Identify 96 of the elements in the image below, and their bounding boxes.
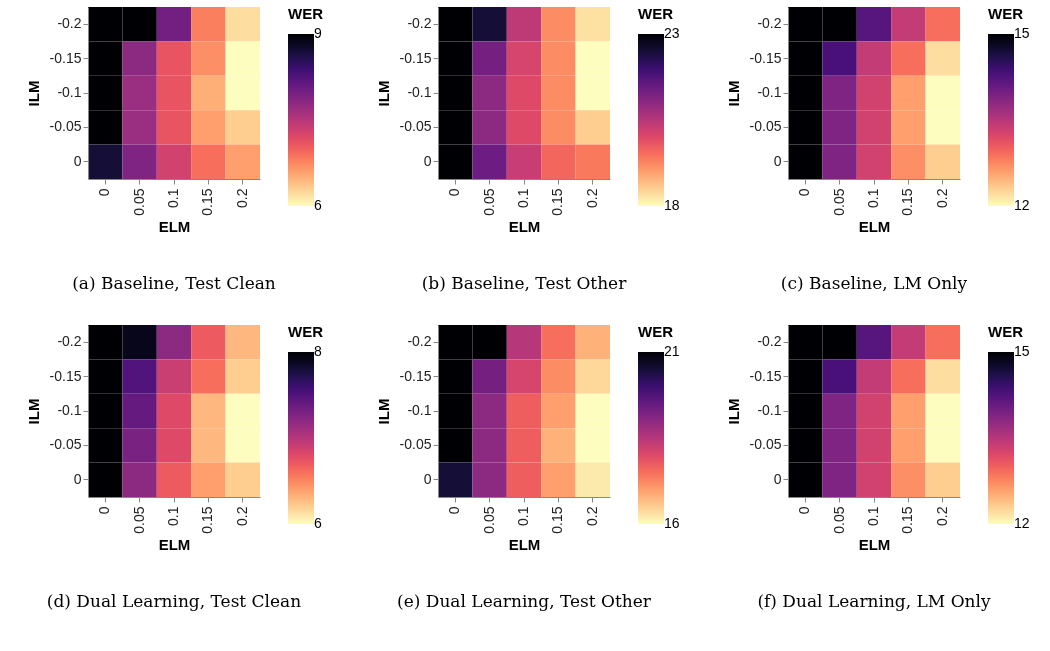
- x-axis-title: ELM: [858, 217, 891, 235]
- y-axis-title: ILM: [24, 398, 42, 425]
- x-tick-label: 0.15: [549, 506, 566, 534]
- x-tick-label: 0.2: [583, 506, 600, 526]
- text: (e) Dual Learning, Test Other: [397, 591, 652, 612]
- color-bar-title: WER: [288, 5, 324, 22]
- y-tick-label: -0.1: [407, 402, 432, 418]
- y-axis-title: ILM: [374, 80, 392, 107]
- x-tick-label: 0.15: [199, 188, 216, 216]
- y-axis-title: ILM: [724, 80, 742, 107]
- y-tick-label: -0.15: [749, 49, 782, 66]
- y-tick-label: -0.05: [399, 436, 432, 453]
- y-tick-label: -0.15: [49, 49, 82, 66]
- color-bar-label: 15: [1014, 25, 1030, 41]
- y-tick-label: -0.05: [49, 436, 82, 453]
- color-bar-label: 16: [664, 515, 680, 531]
- x-axis-title: ELM: [508, 217, 541, 235]
- x-tick-label: 0.1: [515, 188, 531, 208]
- color-bar-title: WER: [638, 5, 674, 22]
- x-tick-label: 0.2: [583, 188, 600, 208]
- x-axis-title: ELM: [158, 535, 191, 553]
- y-tick-label: -0.2: [757, 15, 782, 32]
- y-axis-title: ILM: [24, 80, 42, 107]
- x-tick-label: 0.15: [199, 506, 216, 534]
- x-tick-label: 0.05: [480, 188, 497, 216]
- x-tick-label: 0.2: [933, 188, 950, 208]
- color-bar-label: 6: [314, 515, 322, 531]
- color-bar-label: 6: [314, 197, 322, 213]
- y-tick-label: -0.2: [57, 15, 82, 32]
- y-tick-label: -0.15: [749, 367, 782, 384]
- y-tick-label: -0.15: [399, 49, 432, 66]
- x-tick-label: 0.1: [865, 188, 881, 208]
- y-tick-label: 0: [73, 152, 82, 169]
- color-bar-label: 23: [664, 25, 680, 41]
- x-tick-label: 0.2: [233, 188, 250, 208]
- x-tick-label: 0.2: [933, 506, 950, 526]
- y-tick-label: 0: [773, 470, 782, 487]
- x-tick-label: 0: [796, 506, 813, 515]
- y-tick-label: -0.2: [407, 333, 432, 350]
- x-tick-label: 0.1: [165, 188, 181, 208]
- y-tick-label: 0: [773, 152, 782, 169]
- x-tick-label: 0.1: [865, 506, 881, 526]
- x-tick-label: 0.15: [549, 188, 566, 216]
- y-tick-label: 0: [423, 470, 432, 487]
- color-bar-label: 12: [1014, 515, 1030, 531]
- x-tick-label: 0: [96, 506, 113, 515]
- x-tick-label: 0.05: [130, 188, 147, 216]
- color-bar-label: 9: [314, 25, 322, 41]
- y-tick-label: -0.05: [49, 118, 82, 135]
- x-tick-label: 0: [446, 506, 463, 515]
- color-bar-label: 8: [314, 343, 322, 359]
- y-axis-title: ILM: [724, 398, 742, 425]
- x-tick-label: 0: [96, 188, 113, 197]
- text: (a) Baseline, Test Clean: [72, 273, 276, 294]
- x-tick-label: 0.05: [830, 188, 847, 216]
- x-axis-title: ELM: [858, 535, 891, 553]
- y-tick-label: 0: [423, 152, 432, 169]
- y-axis-title: ILM: [374, 398, 392, 425]
- x-axis-title: ELM: [158, 217, 191, 235]
- text: (f) Dual Learning, LM Only: [757, 591, 991, 612]
- x-tick-label: 0.2: [233, 506, 250, 526]
- x-tick-label: 0.15: [899, 506, 916, 534]
- y-tick-label: -0.1: [757, 84, 782, 100]
- color-bar-title: WER: [638, 323, 674, 340]
- y-tick-label: -0.1: [407, 84, 432, 100]
- y-tick-label: -0.1: [57, 402, 82, 418]
- color-bar-label: 18: [664, 197, 680, 213]
- text: (b) Baseline, Test Other: [421, 273, 628, 294]
- y-tick-label: -0.05: [399, 118, 432, 135]
- x-tick-label: 0: [796, 188, 813, 197]
- text: (c) Baseline, LM Only: [780, 273, 968, 294]
- color-bar-title: WER: [288, 323, 324, 340]
- y-tick-label: 0: [73, 470, 82, 487]
- x-tick-label: 0.05: [830, 506, 847, 534]
- x-tick-label: 0: [446, 188, 463, 197]
- x-tick-label: 0.15: [899, 188, 916, 216]
- y-tick-label: -0.1: [57, 84, 82, 100]
- y-tick-label: -0.2: [757, 333, 782, 350]
- color-bar-label: 12: [1014, 197, 1030, 213]
- x-tick-label: 0.1: [165, 506, 181, 526]
- y-tick-label: -0.2: [57, 333, 82, 350]
- text: (d) Dual Learning, Test Clean: [46, 591, 302, 612]
- y-tick-label: -0.05: [749, 436, 782, 453]
- color-bar-label: 15: [1014, 343, 1030, 359]
- color-bar-title: WER: [988, 5, 1024, 22]
- x-tick-label: 0.1: [515, 506, 531, 526]
- y-tick-label: -0.05: [749, 118, 782, 135]
- color-bar-label: 21: [664, 343, 680, 359]
- color-bar-title: WER: [988, 323, 1024, 340]
- x-axis-title: ELM: [508, 535, 541, 553]
- y-tick-label: -0.15: [49, 367, 82, 384]
- y-tick-label: -0.15: [399, 367, 432, 384]
- x-tick-label: 0.05: [130, 506, 147, 534]
- y-tick-label: -0.1: [757, 402, 782, 418]
- x-tick-label: 0.05: [480, 506, 497, 534]
- y-tick-label: -0.2: [407, 15, 432, 32]
